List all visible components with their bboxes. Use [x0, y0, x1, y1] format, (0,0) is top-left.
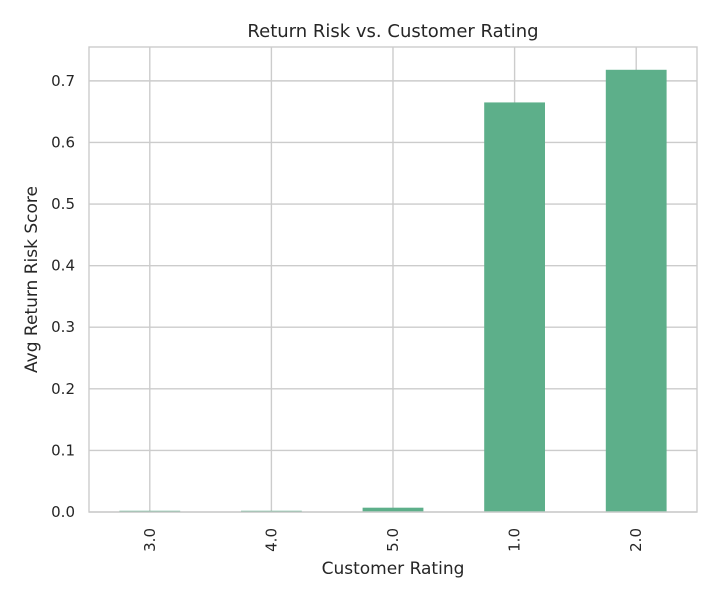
y-tick-label: 0.4 — [51, 257, 75, 275]
bar — [605, 69, 667, 512]
y-tick-label: 0.5 — [51, 195, 75, 213]
bars — [119, 69, 667, 512]
x-tick-label: 5.0 — [384, 528, 402, 552]
chart-title: Return Risk vs. Customer Rating — [247, 21, 538, 42]
plot-frame — [88, 46, 698, 513]
y-tick-label: 0.6 — [51, 133, 75, 151]
x-axis-ticks: 3.0 4.0 5.0 1.0 2.0 — [141, 528, 645, 552]
x-tick-label: 3.0 — [141, 528, 159, 552]
y-tick-label: 0.2 — [51, 380, 75, 398]
y-tick-label: 0.1 — [51, 441, 75, 459]
y-tick-label: 0.0 — [51, 503, 75, 521]
bar — [484, 102, 545, 512]
y-axis-ticks: 0.0 0.1 0.2 0.3 0.4 0.5 0.6 0.7 — [51, 72, 75, 521]
y-tick-label: 0.3 — [51, 318, 75, 336]
x-tick-label: 4.0 — [262, 528, 280, 552]
y-tick-label: 0.7 — [51, 72, 75, 90]
x-tick-label: 1.0 — [506, 528, 524, 552]
bar — [362, 507, 424, 512]
y-axis-label: Avg Return Risk Score — [22, 186, 42, 373]
x-tick-label: 2.0 — [627, 528, 645, 552]
x-axis-label: Customer Rating — [322, 559, 465, 579]
